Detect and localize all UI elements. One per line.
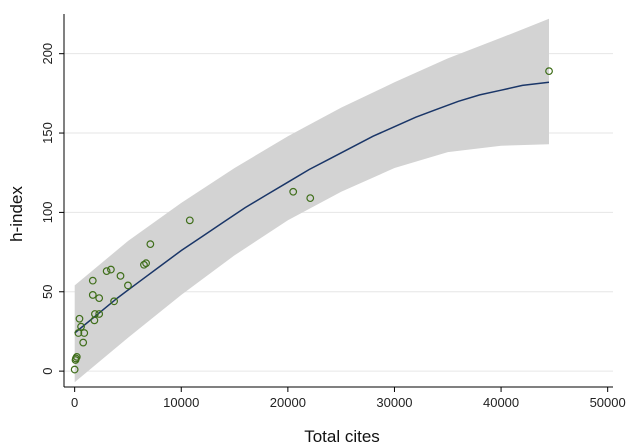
data-point	[289, 187, 298, 196]
x-tick-label: 10000	[163, 395, 199, 410]
data-point	[142, 259, 150, 268]
data-point	[88, 291, 97, 299]
data-point	[79, 338, 88, 347]
data-point	[80, 329, 89, 337]
x-tick-label: 50000	[590, 395, 626, 410]
y-tick-label: 200	[40, 43, 55, 65]
data-point	[95, 294, 104, 303]
x-tick-label: 30000	[376, 395, 412, 410]
data-point	[74, 329, 83, 337]
data-point	[185, 216, 194, 225]
data-point	[75, 314, 84, 323]
data-point	[107, 265, 115, 274]
data-point	[116, 271, 125, 280]
data-point	[77, 322, 85, 331]
y-tick-label: 150	[40, 122, 55, 144]
data-point	[140, 260, 148, 269]
x-ticks: 0 10000 20000 30000 40000 50000	[71, 387, 626, 410]
data-point	[306, 194, 315, 203]
data-points	[70, 67, 553, 374]
data-point	[72, 352, 81, 361]
fit-line	[74, 81, 550, 334]
y-tick-label: 0	[40, 368, 55, 375]
data-point	[110, 297, 119, 306]
data-point	[88, 276, 97, 285]
x-tick-label: 0	[71, 395, 78, 410]
x-axis-title: Total cites	[304, 427, 380, 446]
y-tick-label: 100	[40, 202, 55, 224]
data-point	[146, 240, 155, 249]
data-point	[102, 267, 111, 276]
data-point	[95, 310, 104, 318]
data-point	[70, 365, 79, 374]
y-ticks: 0 50 100 150 200	[40, 43, 64, 375]
data-point	[124, 281, 132, 290]
y-axis-title: h-index	[7, 186, 26, 242]
y-tick-label: 50	[40, 285, 55, 299]
x-tick-label: 40000	[483, 395, 519, 410]
x-tick-label: 20000	[270, 395, 306, 410]
data-point	[91, 310, 99, 318]
data-point	[545, 67, 553, 76]
